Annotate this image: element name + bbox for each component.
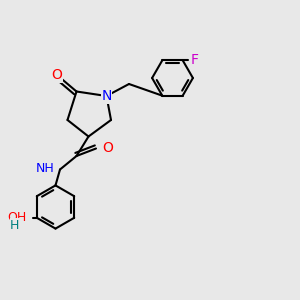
Text: NH: NH — [36, 161, 55, 175]
Text: O: O — [52, 68, 62, 82]
Text: OH: OH — [8, 211, 27, 224]
Text: H: H — [10, 219, 20, 232]
Text: O: O — [102, 142, 113, 155]
Text: F: F — [190, 53, 198, 67]
Text: N: N — [101, 89, 112, 103]
